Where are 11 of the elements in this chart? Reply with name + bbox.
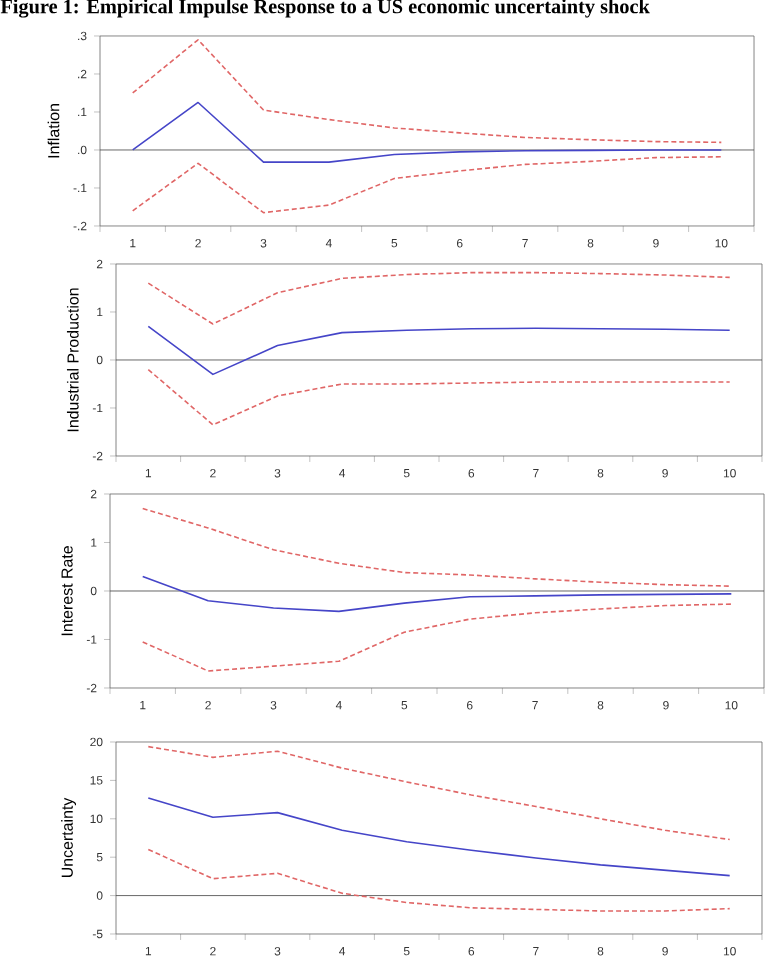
line-series: [141, 603, 733, 672]
line-series: [131, 38, 723, 144]
line-series: [131, 156, 723, 214]
line-series: [147, 848, 731, 912]
chart-title: Figure 1: Empirical Impulse Response to a US economic uncertainty shock: [0, 0, 650, 18]
line-series: [131, 101, 723, 163]
line-series: [147, 745, 731, 841]
line-series: [147, 271, 731, 325]
line-series: [141, 507, 733, 587]
line-series: [147, 325, 731, 376]
line-series: [141, 575, 733, 613]
